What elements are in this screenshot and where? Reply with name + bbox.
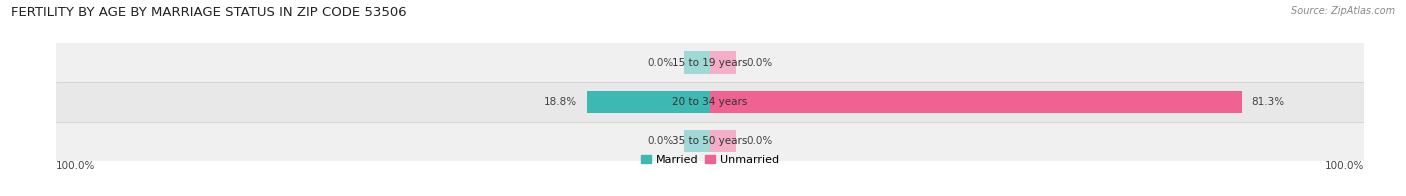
Text: 0.0%: 0.0%: [648, 58, 673, 68]
Bar: [710, 51, 737, 74]
Text: 100.0%: 100.0%: [56, 161, 96, 171]
Text: Source: ZipAtlas.com: Source: ZipAtlas.com: [1291, 6, 1395, 16]
Text: 100.0%: 100.0%: [1324, 161, 1364, 171]
Text: 0.0%: 0.0%: [648, 136, 673, 146]
Text: 18.8%: 18.8%: [544, 97, 578, 107]
Bar: [56, 43, 1364, 82]
Text: 35 to 50 years: 35 to 50 years: [672, 136, 748, 146]
Bar: [683, 130, 710, 152]
Bar: [710, 91, 1241, 113]
Bar: [710, 130, 737, 152]
Bar: [588, 91, 710, 113]
Bar: [683, 51, 710, 74]
Text: FERTILITY BY AGE BY MARRIAGE STATUS IN ZIP CODE 53506: FERTILITY BY AGE BY MARRIAGE STATUS IN Z…: [11, 6, 406, 19]
Bar: [56, 122, 1364, 161]
Bar: [56, 82, 1364, 122]
Text: 20 to 34 years: 20 to 34 years: [672, 97, 748, 107]
Legend: Married, Unmarried: Married, Unmarried: [637, 150, 783, 169]
Text: 0.0%: 0.0%: [747, 58, 772, 68]
Text: 0.0%: 0.0%: [747, 136, 772, 146]
Text: 15 to 19 years: 15 to 19 years: [672, 58, 748, 68]
Text: 81.3%: 81.3%: [1251, 97, 1285, 107]
